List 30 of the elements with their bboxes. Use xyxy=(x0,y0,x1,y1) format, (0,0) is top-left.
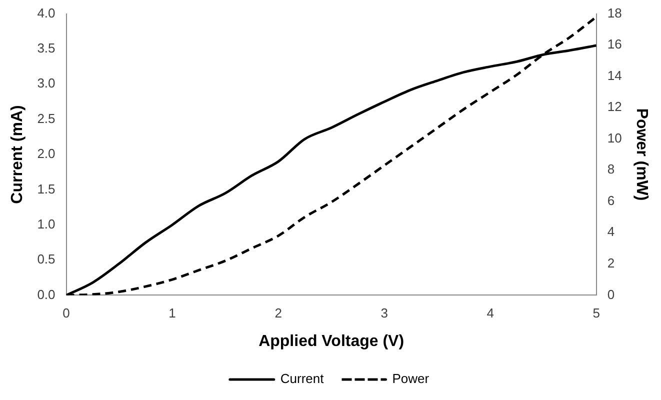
y2-axis-title: Power (mW) xyxy=(632,108,650,201)
y-tick-label: 4.0 xyxy=(37,5,56,20)
y-tick-label: 1.5 xyxy=(37,181,56,196)
y2-tick-label: 2 xyxy=(607,256,615,271)
x-tick-label: 0 xyxy=(62,306,70,321)
y2-tick-label: 12 xyxy=(607,99,622,114)
y-tick-label: 2.5 xyxy=(37,110,56,126)
y-tick-label: 0.5 xyxy=(37,252,56,267)
legend-label: Power xyxy=(392,371,430,386)
x-axis-title: Applied Voltage (V) xyxy=(258,332,404,350)
y2-tick-label: 4 xyxy=(607,224,615,240)
y-axis-title: Current (mA) xyxy=(9,105,26,204)
y2-tick-label: 10 xyxy=(607,130,622,146)
x-tick-label: 1 xyxy=(168,306,176,321)
y2-tick-label: 16 xyxy=(607,36,622,52)
y-tick-label: 1.0 xyxy=(37,216,56,232)
y-tick-label: 3.5 xyxy=(37,40,56,56)
y-tick-label: 3.0 xyxy=(37,76,56,91)
x-tick-label: 2 xyxy=(274,306,282,321)
x-tick-label: 4 xyxy=(486,306,494,321)
legend-label: Current xyxy=(280,371,324,386)
x-tick-label: 5 xyxy=(592,306,600,321)
x-tick-label: 3 xyxy=(380,306,388,321)
y-tick-label: 0.0 xyxy=(37,286,56,302)
y2-tick-label: 8 xyxy=(607,162,615,177)
y2-tick-label: 6 xyxy=(607,192,615,208)
y2-tick-label: 14 xyxy=(607,68,622,83)
y-tick-label: 2.0 xyxy=(37,146,56,162)
y2-tick-label: 0 xyxy=(607,286,615,302)
y2-tick-label: 18 xyxy=(607,5,622,20)
